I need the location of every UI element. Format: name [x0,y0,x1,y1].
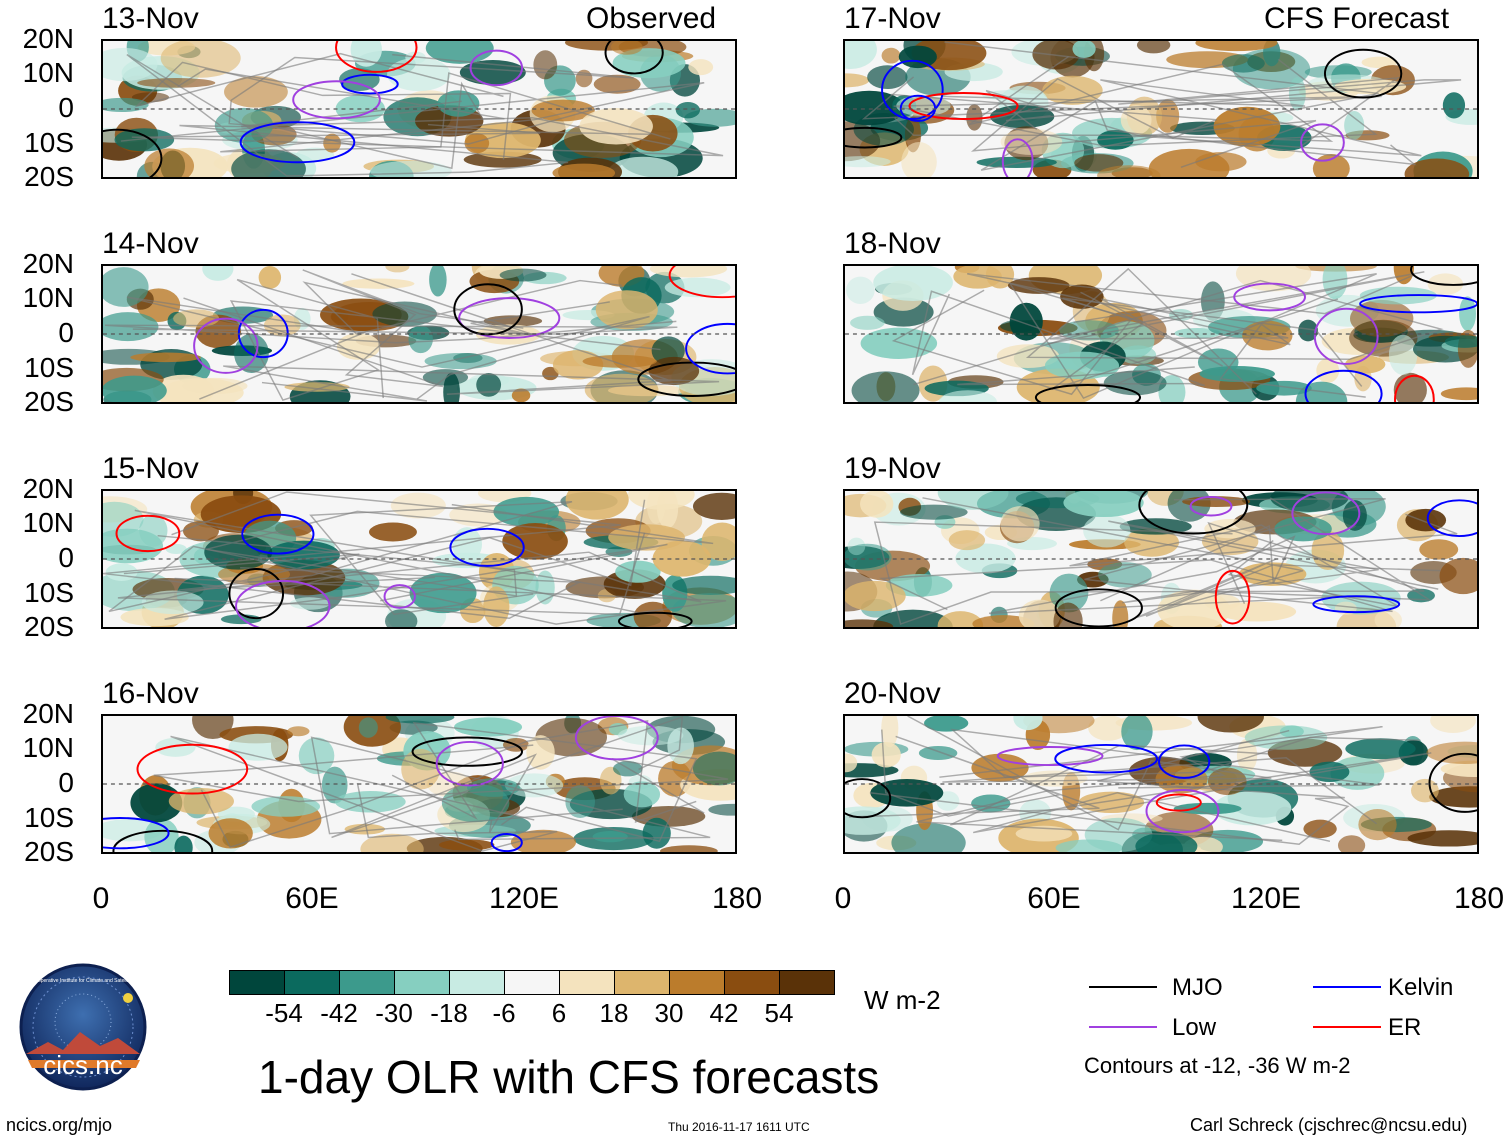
map-panel-obs-4 [101,714,737,854]
logo-ring-text: Cooperative Institute for Climate and Sa… [32,978,135,984]
colorbar-tick: 54 [764,998,794,1028]
y-tick-label: 10S [24,802,74,833]
colorbar-tick: -42 [320,998,358,1028]
colorbar-swatch [669,970,725,995]
olr-map [845,716,1477,852]
date-label: 13-Nov [102,2,199,35]
cfs-forecast-title: CFS Forecast [1264,2,1450,35]
x-tick-label: 120E [488,882,560,915]
colorbar-tick: -18 [430,998,468,1028]
colorbar [229,970,835,995]
y-tick-label: 10N [22,282,74,313]
colorbar-tick: 42 [709,998,739,1028]
legend-label-low: Low [1172,1014,1217,1041]
footer-left: ncics.org/mjo [6,1115,113,1135]
colorbar-swatch [284,970,340,995]
olr-map [845,41,1477,177]
map-panel-obs-1 [101,39,737,179]
colorbar-swatch [339,970,395,995]
colorbar-tick: -54 [265,998,303,1028]
y-tick-label: 20N [22,473,74,504]
map-panel-fc-2 [843,264,1479,404]
y-tick-label: 20S [24,386,74,417]
olr-map [103,41,735,177]
y-tick-label: 20N [22,248,74,279]
x-tick-label: 180 [711,882,763,915]
colorbar-swatch [504,970,560,995]
y-tick-label: 10N [22,732,74,763]
observed-title: Observed [586,2,717,35]
map-panel-obs-2 [101,264,737,404]
date-label: 20-Nov [844,677,941,710]
y-tick-label: 10N [22,507,74,538]
olr-map [845,266,1477,402]
date-label: 15-Nov [102,452,199,485]
y-tick-label: 20S [24,161,74,192]
colorbar-swatch [229,970,285,995]
date-label: 17-Nov [844,2,941,35]
date-label: 14-Nov [102,227,199,260]
date-label: 19-Nov [844,452,941,485]
y-tick-label: 10S [24,127,74,158]
legend-swatch-kelvin [1313,986,1381,988]
y-tick-label: 0 [58,767,74,798]
y-tick-label: 0 [58,317,74,348]
legend-label-er: ER [1388,1014,1422,1041]
footer-right: Carl Schreck (cjschrec@ncsu.edu) [1190,1115,1468,1135]
colorbar-swatch [614,970,670,995]
legend-swatch-low [1089,1026,1157,1028]
logo-text: cics.nc [43,1050,122,1080]
cics-logo: cics.nc Cooperative Institute for Climat… [19,963,147,1091]
olr-map [845,491,1477,627]
y-tick-label: 20S [24,836,74,867]
legend-label-kelvin: Kelvin [1388,974,1454,1001]
map-panel-fc-1 [843,39,1479,179]
y-tick-label: 20N [22,698,74,729]
x-tick-label: 60E [1027,882,1081,915]
map-panel-fc-3 [843,489,1479,629]
x-tick-label: 180 [1453,882,1505,915]
legend-swatch-er [1313,1026,1381,1028]
legend-label-mjo: MJO [1172,974,1223,1001]
colorbar-tick: 30 [654,998,684,1028]
main-title: 1-day OLR with CFS forecasts [258,1051,880,1103]
colorbar-swatch [394,970,450,995]
colorbar-swatch [449,970,505,995]
colorbar-swatch [724,970,780,995]
colorbar-tick: -30 [375,998,413,1028]
y-tick-label: 10N [22,57,74,88]
x-tick-label: 0 [92,882,110,915]
map-panel-obs-3 [101,489,737,629]
footer-center: Thu 2016-11-17 1611 UTC [668,1120,810,1134]
date-label: 16-Nov [102,677,199,710]
legend-swatch-mjo [1089,986,1157,988]
contour-note: Contours at -12, -36 W m-2 [1084,1053,1351,1078]
date-label: 18-Nov [844,227,941,260]
y-tick-label: 0 [58,92,74,123]
colorbar-tick: -6 [492,998,516,1028]
y-tick-label: 10S [24,577,74,608]
y-tick-label: 20N [22,23,74,54]
x-tick-label: 120E [1230,882,1302,915]
map-panel-fc-4 [843,714,1479,854]
olr-map [103,266,735,402]
colorbar-swatch [559,970,615,995]
colorbar-tick: 6 [551,998,567,1028]
x-tick-label: 0 [834,882,852,915]
x-tick-label: 60E [285,882,339,915]
y-tick-label: 0 [58,542,74,573]
olr-map [103,491,735,627]
olr-map [103,716,735,852]
colorbar-tick: 18 [599,998,629,1028]
colorbar-units: W m-2 [864,985,941,1015]
colorbar-swatch [779,970,835,995]
y-tick-label: 10S [24,352,74,383]
y-tick-label: 20S [24,611,74,642]
